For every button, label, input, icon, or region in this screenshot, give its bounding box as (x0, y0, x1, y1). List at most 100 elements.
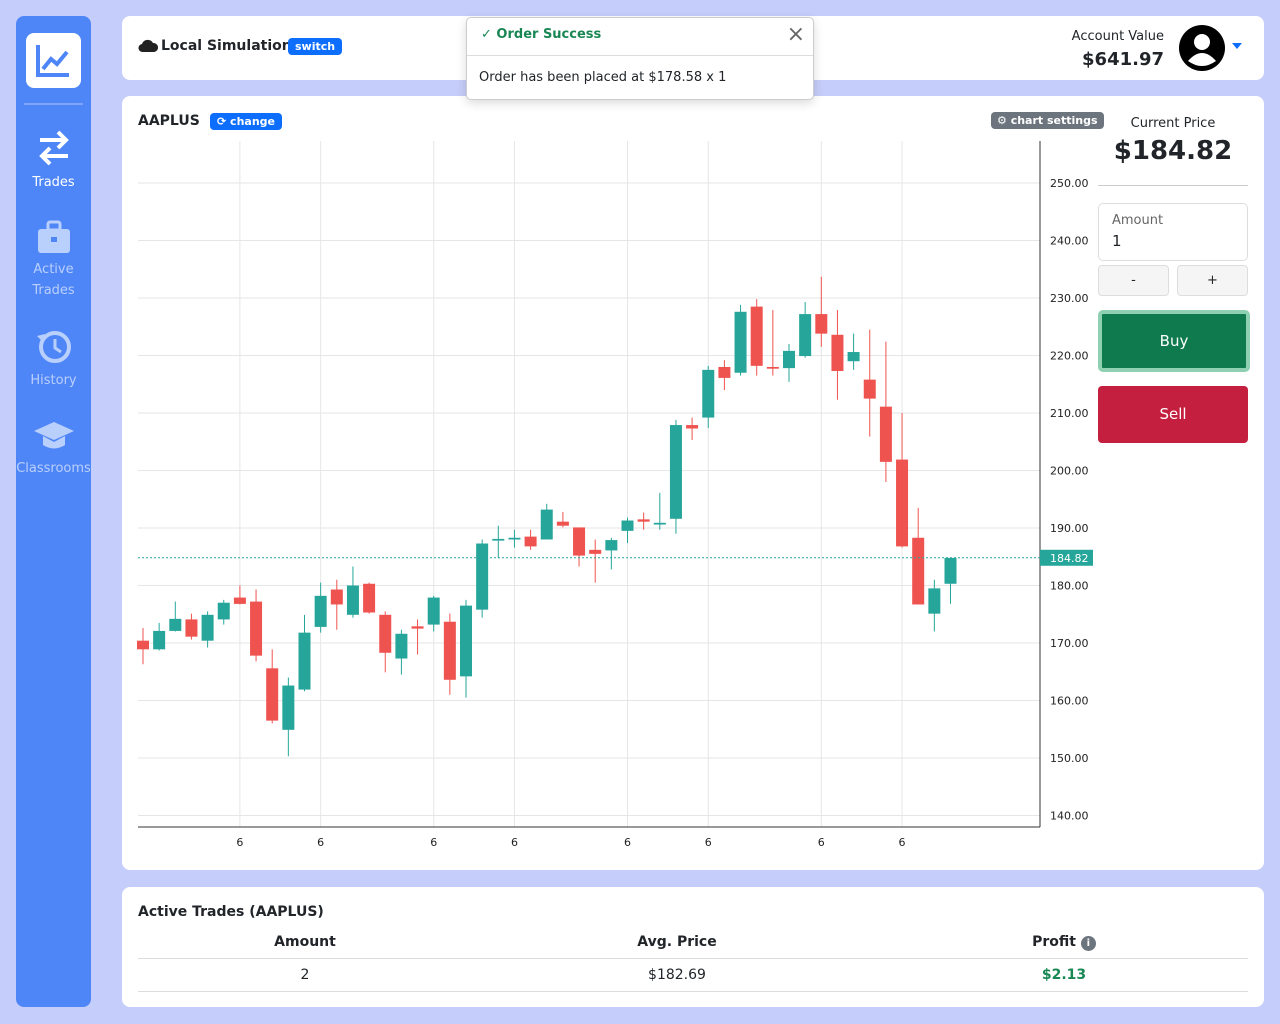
candle-body (298, 632, 311, 690)
toast-divider (467, 55, 813, 56)
nav-classrooms[interactable]: Classrooms (16, 418, 91, 479)
y-tick-label: 200.00 (1050, 464, 1089, 477)
header-cell: Amount (274, 934, 336, 950)
candle-body (863, 379, 876, 399)
candle-body (896, 459, 909, 547)
candle-body (153, 630, 166, 650)
chart-settings-button[interactable]: ⚙ chart settings (991, 112, 1104, 129)
y-tick-label: 250.00 (1050, 177, 1089, 190)
candle-body (669, 425, 682, 519)
candle-body (508, 537, 521, 540)
amount-value: 1 (1112, 232, 1122, 250)
candle-body (621, 520, 634, 531)
current-price: $184.82 (1113, 136, 1233, 166)
icon (37, 220, 70, 253)
toast: ✓ Order Success × Order has been placed … (466, 17, 814, 100)
candle-body (815, 314, 828, 334)
candle-body (137, 640, 149, 650)
candle-body (201, 614, 214, 641)
minus-button[interactable]: - (1098, 265, 1169, 296)
amount-label: Amount (1112, 213, 1164, 228)
icon (33, 422, 74, 449)
candle-body (314, 595, 327, 627)
candle-body (637, 519, 650, 522)
cloud-icon (138, 39, 158, 53)
nav-label: Classrooms (16, 461, 91, 476)
y-tick-label: 210.00 (1050, 407, 1089, 420)
candle-body (686, 425, 699, 429)
candle-body (573, 527, 586, 556)
candle-body (411, 626, 424, 629)
account-label: Account Value (1071, 29, 1164, 44)
x-tick-label: 6 (430, 836, 437, 849)
toast-title-text: Order Success (496, 27, 602, 42)
y-tick-label: 170.00 (1050, 637, 1089, 650)
x-tick-label: 6 (511, 836, 518, 849)
candle-body (928, 588, 941, 614)
logo-icon (36, 45, 69, 77)
x-tick-label: 6 (818, 836, 825, 849)
y-tick-label: 190.00 (1050, 522, 1089, 535)
y-tick-label: 240.00 (1050, 234, 1089, 247)
candle-body (589, 549, 602, 554)
logo[interactable] (26, 33, 81, 88)
change-button[interactable]: ⟳ change (210, 113, 282, 130)
table-title: Active Trades (AAPLUS) (138, 904, 324, 920)
y-tick-label: 140.00 (1050, 809, 1089, 822)
candle-body (847, 352, 860, 362)
candle-body (702, 369, 715, 418)
icon (36, 331, 71, 363)
candle-body (540, 509, 553, 540)
candle-body (346, 585, 359, 615)
y-tick-label: 220.00 (1050, 349, 1089, 362)
plus-button[interactable]: + (1177, 265, 1248, 296)
candle-body (379, 614, 392, 653)
nav-label: History (30, 373, 77, 388)
nav-label: Active Trades (32, 262, 75, 298)
cell: 2 (300, 967, 310, 983)
buy-button[interactable]: Buy (1098, 310, 1250, 372)
amount-input[interactable]: Amount 1 (1098, 203, 1248, 261)
candle-body (734, 311, 747, 373)
candle-body (524, 536, 537, 547)
toast-title: ✓ Order Success (481, 27, 602, 42)
candle-body (718, 366, 731, 378)
candle-body (233, 597, 246, 604)
candle-body (266, 668, 279, 721)
settings-label: chart settings (1010, 114, 1098, 127)
avatar[interactable] (1179, 25, 1255, 71)
nav-trades[interactable]: Trades (16, 128, 91, 193)
candle-body (653, 522, 666, 525)
info-icon[interactable]: i (1080, 936, 1096, 951)
x-tick-label: 6 (624, 836, 631, 849)
current-price-label: Current Price (1130, 116, 1216, 131)
chart-card: AAPLUS ⟳ change ⚙ chart settings Current… (122, 96, 1264, 870)
candle-body (831, 334, 844, 372)
sidebar: Trades Active Trades History Classrooms (16, 16, 91, 1007)
candle-body (799, 314, 812, 357)
header-cell: Avg. Price (637, 934, 717, 950)
row-divider (138, 958, 1248, 959)
switch-button[interactable]: switch (288, 38, 343, 55)
nav-active-trades[interactable]: Active Trades (16, 219, 91, 301)
candle-body (395, 633, 408, 659)
sell-button[interactable]: Sell (1098, 386, 1248, 443)
candle-body (443, 621, 456, 680)
nav-label: Trades (32, 175, 75, 190)
toast-close[interactable]: × (786, 22, 805, 47)
divider (1098, 185, 1248, 186)
nav-history[interactable]: History (16, 328, 91, 391)
candle-body (783, 350, 795, 369)
price-tag (1040, 549, 1093, 566)
candle-body (879, 406, 892, 462)
candle-body (766, 366, 779, 369)
cell: $182.69 (648, 967, 706, 983)
candle-body (912, 537, 925, 605)
candle-body (169, 618, 182, 631)
mode: Local Simulation (161, 38, 292, 54)
candle-body (476, 543, 489, 610)
candle-body (492, 538, 505, 541)
chart: 140.00 150.00 160.00 170.00 180.00 190.00 200.… (137, 141, 1093, 849)
candle-body (427, 597, 440, 625)
